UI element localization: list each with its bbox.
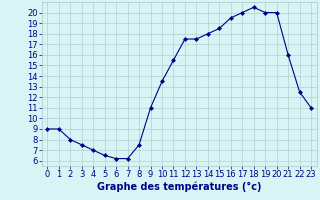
X-axis label: Graphe des températures (°c): Graphe des températures (°c) bbox=[97, 182, 261, 192]
